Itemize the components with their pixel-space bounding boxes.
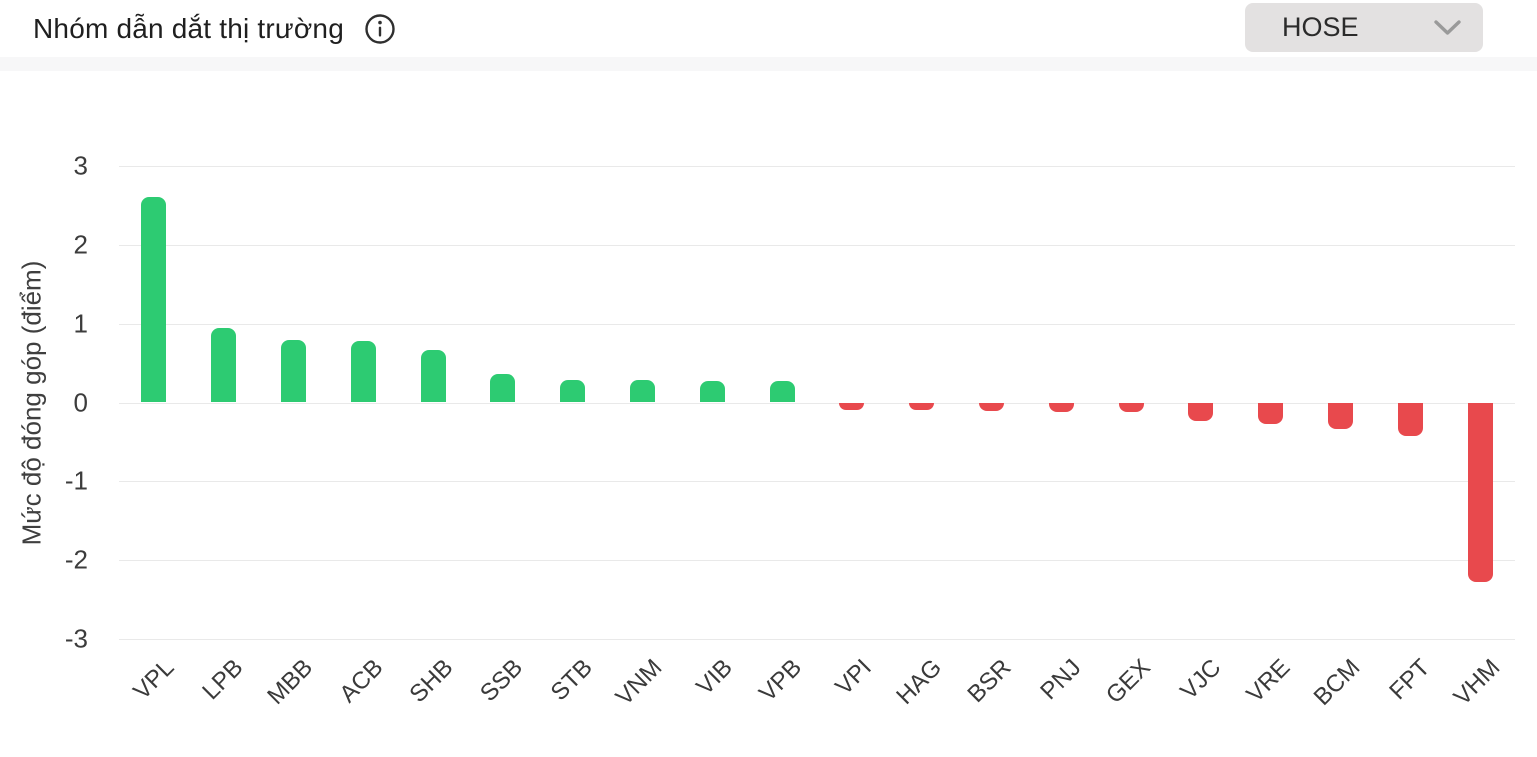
exchange-select-value: HOSE bbox=[1282, 12, 1359, 42]
x-tick-label-vjc: VJC bbox=[1174, 654, 1226, 706]
x-tick-label-vpb: VPB bbox=[754, 654, 808, 708]
x-tick-label-vpl: VPL bbox=[127, 654, 179, 706]
bar-vpi[interactable] bbox=[839, 402, 865, 410]
y-tick-label: 0 bbox=[73, 387, 88, 417]
panel-header: Nhóm dẫn dắt thị trường HOSE bbox=[0, 0, 1537, 57]
exchange-select[interactable]: HOSE bbox=[1245, 3, 1483, 52]
gridline bbox=[119, 481, 1515, 483]
y-tick-label: -3 bbox=[64, 623, 88, 654]
bar-stb[interactable] bbox=[560, 379, 586, 403]
y-tick-label: -1 bbox=[64, 465, 88, 496]
x-tick-label-bcm: BCM bbox=[1308, 654, 1366, 711]
x-tick-label-vpi: VPI bbox=[830, 654, 877, 701]
bar-vpb[interactable] bbox=[769, 381, 795, 403]
x-tick-label-ssb: SSB bbox=[474, 654, 528, 708]
x-tick-label-vre: VRE bbox=[1241, 654, 1296, 708]
y-tick-label: 3 bbox=[73, 150, 88, 181]
gridline bbox=[119, 244, 1515, 246]
x-tick-label-hag: HAG bbox=[890, 654, 947, 710]
x-tick-label-gex: GEX bbox=[1101, 654, 1157, 709]
bar-gex[interactable] bbox=[1118, 402, 1144, 412]
x-tick-label-fpt: FPT bbox=[1384, 654, 1436, 706]
bar-vnm[interactable] bbox=[630, 379, 655, 403]
bar-acb[interactable] bbox=[350, 341, 376, 403]
gridline bbox=[119, 560, 1515, 562]
bar-pnj[interactable] bbox=[1048, 402, 1074, 412]
gridline bbox=[119, 402, 1515, 404]
x-tick-label-vib: VIB bbox=[690, 654, 738, 701]
panel-title: Nhóm dẫn dắt thị trường bbox=[33, 12, 344, 44]
contribution-chart: Mức độ đóng góp (điểm) 3 2 1 0 -1 -2 -3 VPL LPB M… bbox=[0, 71, 1537, 757]
y-tick-label: 1 bbox=[73, 308, 88, 339]
bar-mbb[interactable] bbox=[281, 340, 306, 403]
bar-vpl[interactable] bbox=[141, 196, 167, 403]
y-axis-title: Mức độ đóng góp (điểm) bbox=[16, 260, 47, 546]
plot-area: 3 2 1 0 -1 -2 -3 VPL LPB MBB ACB SHB SSB STB VNM VIB VPB… bbox=[65, 151, 1515, 711]
info-circle-icon[interactable] bbox=[364, 13, 396, 45]
bar-fpt[interactable] bbox=[1397, 402, 1423, 436]
chevron-down-icon bbox=[1434, 19, 1461, 36]
bar-lpb[interactable] bbox=[211, 327, 237, 403]
bar-vre[interactable] bbox=[1258, 402, 1284, 424]
x-tick-label-lpb: LPB bbox=[197, 654, 249, 706]
bar-vib[interactable] bbox=[699, 381, 725, 403]
x-tick-label-shb: SHB bbox=[404, 654, 459, 708]
header-divider bbox=[0, 57, 1537, 71]
bar-ssb[interactable] bbox=[490, 374, 516, 403]
x-tick-label-vnm: VNM bbox=[610, 654, 668, 711]
x-tick-label-mbb: MBB bbox=[262, 654, 319, 710]
bar-vhm[interactable] bbox=[1467, 402, 1493, 583]
x-tick-label-vhm: VHM bbox=[1448, 654, 1506, 711]
x-tick-label-bsr: BSR bbox=[962, 654, 1017, 708]
x-tick-label-acb: ACB bbox=[334, 654, 389, 708]
gridline bbox=[119, 166, 1515, 167]
bar-shb[interactable] bbox=[420, 349, 446, 403]
bar-vjc[interactable] bbox=[1188, 402, 1214, 422]
bar-bcm[interactable] bbox=[1328, 402, 1353, 430]
y-tick-label: 2 bbox=[73, 229, 88, 260]
bar-hag[interactable] bbox=[909, 402, 935, 411]
y-tick-label: -2 bbox=[64, 544, 88, 575]
gridline bbox=[119, 639, 1515, 640]
x-tick-label-stb: STB bbox=[545, 654, 598, 707]
bar-bsr[interactable] bbox=[979, 402, 1004, 412]
gridline bbox=[119, 323, 1515, 325]
x-tick-label-pnj: PNJ bbox=[1035, 654, 1087, 706]
